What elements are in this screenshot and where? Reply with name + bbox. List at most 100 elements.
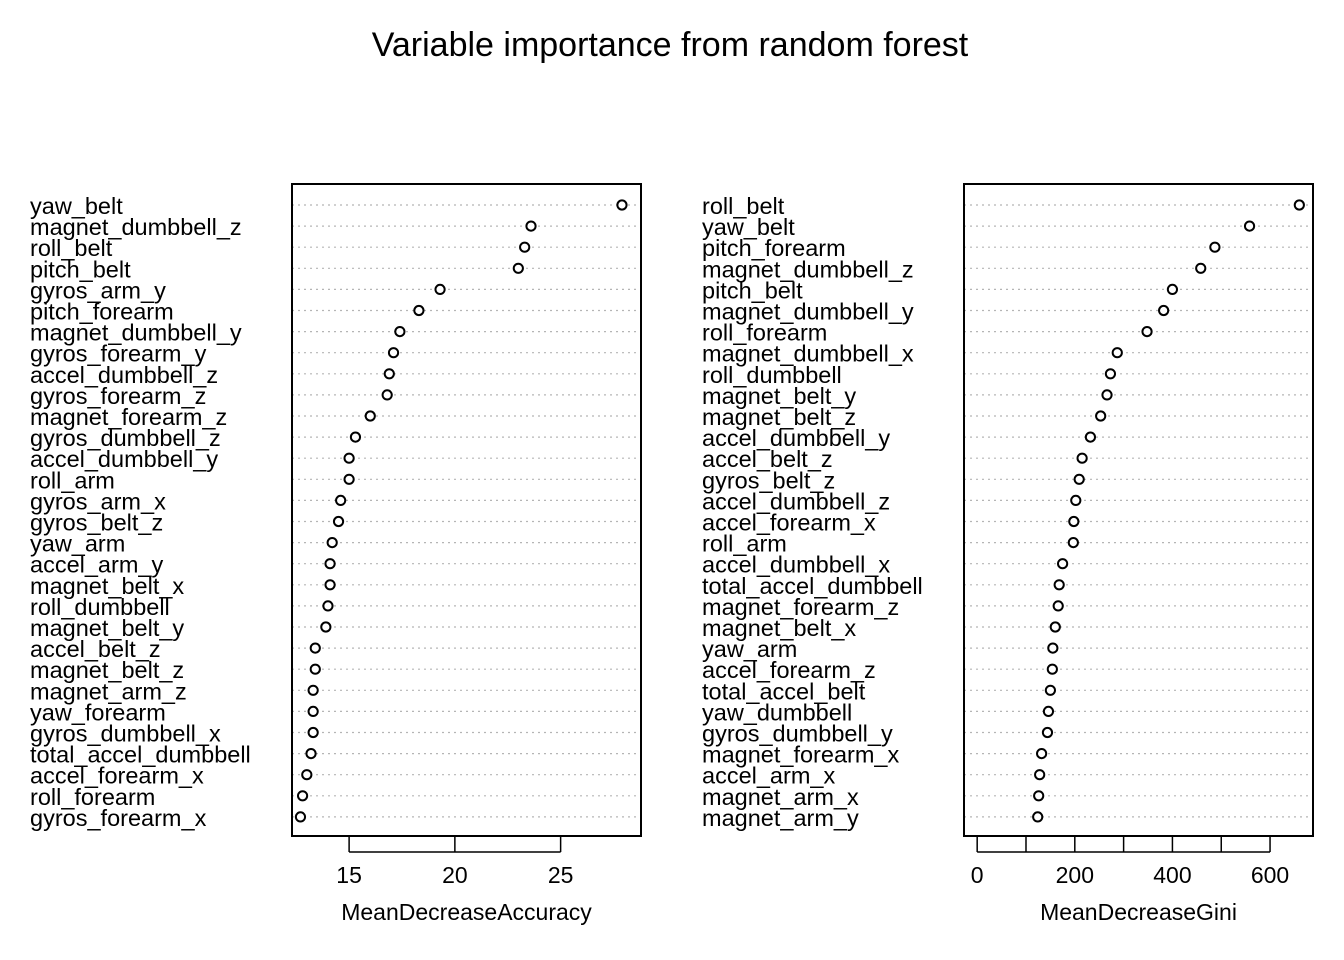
- row-label: gyros_forearm_x: [30, 805, 207, 831]
- data-point: [1073, 473, 1085, 485]
- plot-frame: [291, 183, 642, 837]
- data-point: [343, 452, 355, 464]
- row-label: roll_dumbbell: [702, 362, 842, 388]
- data-point: [1076, 452, 1088, 464]
- row-label: magnet_belt_x: [30, 573, 184, 599]
- data-point: [1293, 199, 1305, 211]
- row-label: magnet_forearm_z: [30, 404, 227, 430]
- data-point: [364, 410, 376, 422]
- row-label: magnet_dumbbell_z: [702, 256, 914, 282]
- row-label: accel_dumbbell_z: [30, 362, 218, 388]
- row-label: accel_arm_y: [30, 552, 163, 578]
- chart-title: Variable importance from random forest: [372, 26, 969, 64]
- row-label: accel_forearm_x: [702, 510, 876, 536]
- row-label: gyros_belt_z: [702, 467, 835, 493]
- row-label: yaw_forearm: [30, 699, 166, 725]
- row-label: magnet_dumbbell_y: [30, 320, 242, 346]
- x-tick-label: 200: [1056, 862, 1094, 888]
- row-label: gyros_arm_y: [30, 277, 166, 303]
- row-label: yaw_dumbbell: [702, 699, 852, 725]
- plot-frame: [963, 183, 1314, 837]
- row-label: magnet_belt_y: [702, 383, 856, 409]
- row-label: accel_dumbbell_z: [702, 488, 890, 514]
- data-point: [296, 790, 309, 802]
- data-point: [1047, 642, 1059, 654]
- data-point: [383, 368, 395, 380]
- row-label: yaw_arm: [30, 531, 125, 557]
- row-label: pitch_forearm: [30, 299, 174, 325]
- row-label: pitch_belt: [30, 256, 131, 282]
- data-point: [1046, 663, 1058, 675]
- x-axis-label: MeanDecreaseGini: [1040, 899, 1237, 925]
- data-point: [1195, 262, 1207, 274]
- data-point: [343, 473, 355, 485]
- row-label: pitch_forearm: [702, 235, 846, 261]
- row-label: roll_belt: [30, 235, 113, 261]
- data-point: [305, 748, 317, 760]
- x-tick-label: 25: [548, 862, 574, 888]
- row-label: yaw_belt: [702, 214, 795, 240]
- x-axis-label: MeanDecreaseAccuracy: [341, 899, 592, 925]
- row-label: accel_belt_z: [30, 636, 161, 662]
- row-label: accel_dumbbell_y: [702, 425, 890, 451]
- data-point: [1095, 410, 1107, 422]
- row-label: total_accel_dumbbell: [702, 573, 923, 599]
- row-label: accel_dumbbell_x: [702, 552, 890, 578]
- row-label: magnet_arm_y: [702, 805, 859, 831]
- data-point: [309, 642, 321, 654]
- row-label: gyros_dumbbell_z: [30, 425, 221, 451]
- row-label: accel_arm_x: [702, 763, 835, 789]
- panels: yaw_beltmagnet_dumbbell_zroll_beltpitch_…: [30, 183, 1314, 925]
- data-point: [324, 558, 336, 570]
- data-point: [320, 621, 332, 633]
- data-point: [332, 515, 345, 528]
- row-label: roll_belt: [702, 193, 785, 219]
- row-label: gyros_dumbbell_y: [702, 721, 893, 747]
- x-tick-label: 600: [1251, 862, 1289, 888]
- data-point: [1166, 283, 1179, 295]
- row-label: gyros_forearm_z: [30, 383, 206, 409]
- data-point: [381, 389, 393, 401]
- row-label: gyros_forearm_y: [30, 341, 207, 367]
- row-label: pitch_belt: [702, 277, 803, 303]
- row-label: magnet_forearm_x: [702, 742, 899, 768]
- data-point: [294, 811, 307, 823]
- data-point: [519, 241, 531, 253]
- data-point: [1042, 705, 1055, 718]
- data-point: [1141, 326, 1153, 338]
- data-point: [1052, 600, 1064, 612]
- row-label: roll_forearm: [702, 320, 827, 346]
- row-label: yaw_arm: [702, 636, 797, 662]
- row-label: magnet_belt_z: [30, 657, 184, 683]
- data-point: [1243, 220, 1256, 232]
- row-label: magnet_arm_x: [702, 784, 859, 810]
- x-tick-label: 400: [1153, 862, 1191, 888]
- data-point: [394, 326, 406, 338]
- data-point: [1084, 431, 1097, 443]
- row-label: magnet_dumbbell_y: [702, 299, 914, 325]
- data-point: [1034, 769, 1046, 781]
- row-label: magnet_dumbbell_x: [702, 341, 914, 367]
- row-label: magnet_forearm_z: [702, 594, 899, 620]
- row-label: magnet_dumbbell_z: [30, 214, 242, 240]
- data-point: [335, 494, 347, 506]
- row-label: roll_arm: [702, 531, 787, 557]
- x-tick-label: 0: [971, 862, 984, 888]
- row-label: magnet_belt_z: [702, 404, 856, 430]
- data-point: [301, 769, 313, 781]
- data-point: [1044, 684, 1056, 696]
- data-point: [1158, 304, 1170, 317]
- data-point: [307, 684, 319, 696]
- x-tick-label: 15: [336, 862, 362, 888]
- data-point: [1056, 558, 1069, 570]
- row-label: roll_arm: [30, 467, 115, 493]
- data-point: [1068, 515, 1080, 528]
- row-label: accel_forearm_x: [30, 763, 204, 789]
- data-point: [1111, 347, 1123, 359]
- row-label: accel_dumbbell_y: [30, 446, 218, 472]
- data-point: [512, 262, 524, 274]
- data-point: [326, 537, 338, 549]
- data-point: [387, 347, 400, 359]
- data-point: [1070, 494, 1082, 506]
